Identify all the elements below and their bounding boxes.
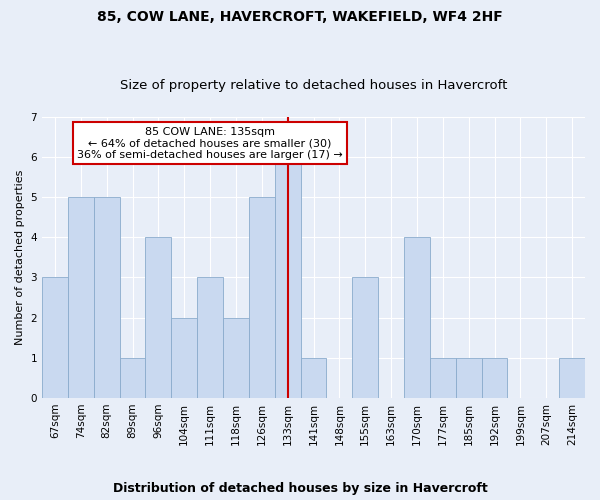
Text: 85, COW LANE, HAVERCROFT, WAKEFIELD, WF4 2HF: 85, COW LANE, HAVERCROFT, WAKEFIELD, WF4… (97, 10, 503, 24)
Bar (42, 278, 68, 398)
Text: 85 COW LANE: 135sqm
← 64% of detached houses are smaller (30)
36% of semi-detach: 85 COW LANE: 135sqm ← 64% of detached ho… (77, 127, 343, 160)
Bar (352, 278, 378, 398)
Bar (559, 358, 585, 398)
Bar (119, 358, 145, 398)
Bar (68, 197, 94, 398)
Bar (404, 238, 430, 398)
Bar (275, 157, 301, 398)
Bar (456, 358, 482, 398)
Bar (301, 358, 326, 398)
Bar (197, 278, 223, 398)
Bar (430, 358, 456, 398)
Bar (223, 318, 249, 398)
Bar (172, 318, 197, 398)
Title: Size of property relative to detached houses in Havercroft: Size of property relative to detached ho… (120, 79, 507, 92)
Bar (145, 238, 172, 398)
Bar (94, 197, 119, 398)
Text: Distribution of detached houses by size in Havercroft: Distribution of detached houses by size … (113, 482, 487, 495)
Bar (482, 358, 508, 398)
Y-axis label: Number of detached properties: Number of detached properties (15, 170, 25, 345)
Bar (249, 197, 275, 398)
